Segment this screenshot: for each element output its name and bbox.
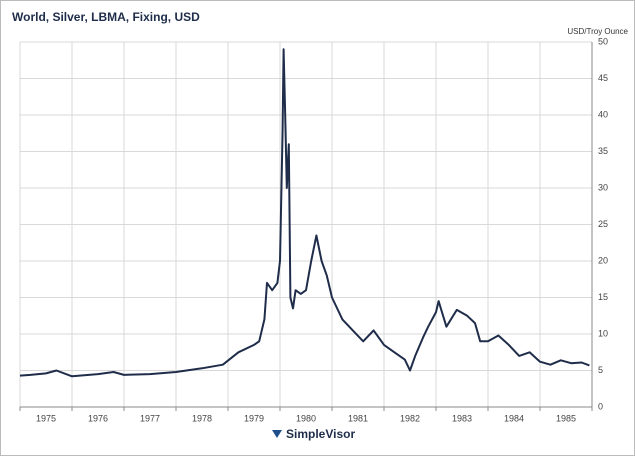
y-tick-label: 0: [598, 401, 603, 411]
y-tick-label: 5: [598, 365, 603, 375]
y-tick-label: 15: [598, 292, 608, 302]
y-tick-label: 10: [598, 328, 608, 338]
logo: SimpleVisor: [286, 427, 355, 441]
x-tick-label: 1984: [504, 413, 524, 423]
chart-title: World, Silver, LBMA, Fixing, USD: [12, 10, 200, 24]
x-tick-label: 1980: [296, 413, 316, 423]
line: [19, 48, 590, 378]
y-axis-label: USD/Troy Ounce: [567, 27, 628, 36]
logo-icon: [272, 430, 282, 438]
y-tick-label: 35: [598, 146, 608, 156]
y-tick-label: 45: [598, 73, 608, 83]
y-tick-label: 40: [598, 109, 608, 119]
x-tick-label: 1979: [244, 413, 264, 423]
x-tick-label: 1978: [192, 413, 212, 423]
x-tick-label: 1983: [452, 413, 472, 423]
y-tick-label: 25: [598, 219, 608, 229]
y-tick-label: 50: [598, 36, 608, 46]
x-tick-label: 1976: [88, 413, 108, 423]
x-tick-label: 1975: [36, 413, 56, 423]
x-tick-label: 1985: [556, 413, 576, 423]
x-tick-label: 1982: [400, 413, 420, 423]
x-tick-label: 1981: [348, 413, 368, 423]
x-tick-label: 1977: [140, 413, 160, 423]
y-tick-label: 20: [598, 255, 608, 265]
y-tick-label: 30: [598, 182, 608, 192]
